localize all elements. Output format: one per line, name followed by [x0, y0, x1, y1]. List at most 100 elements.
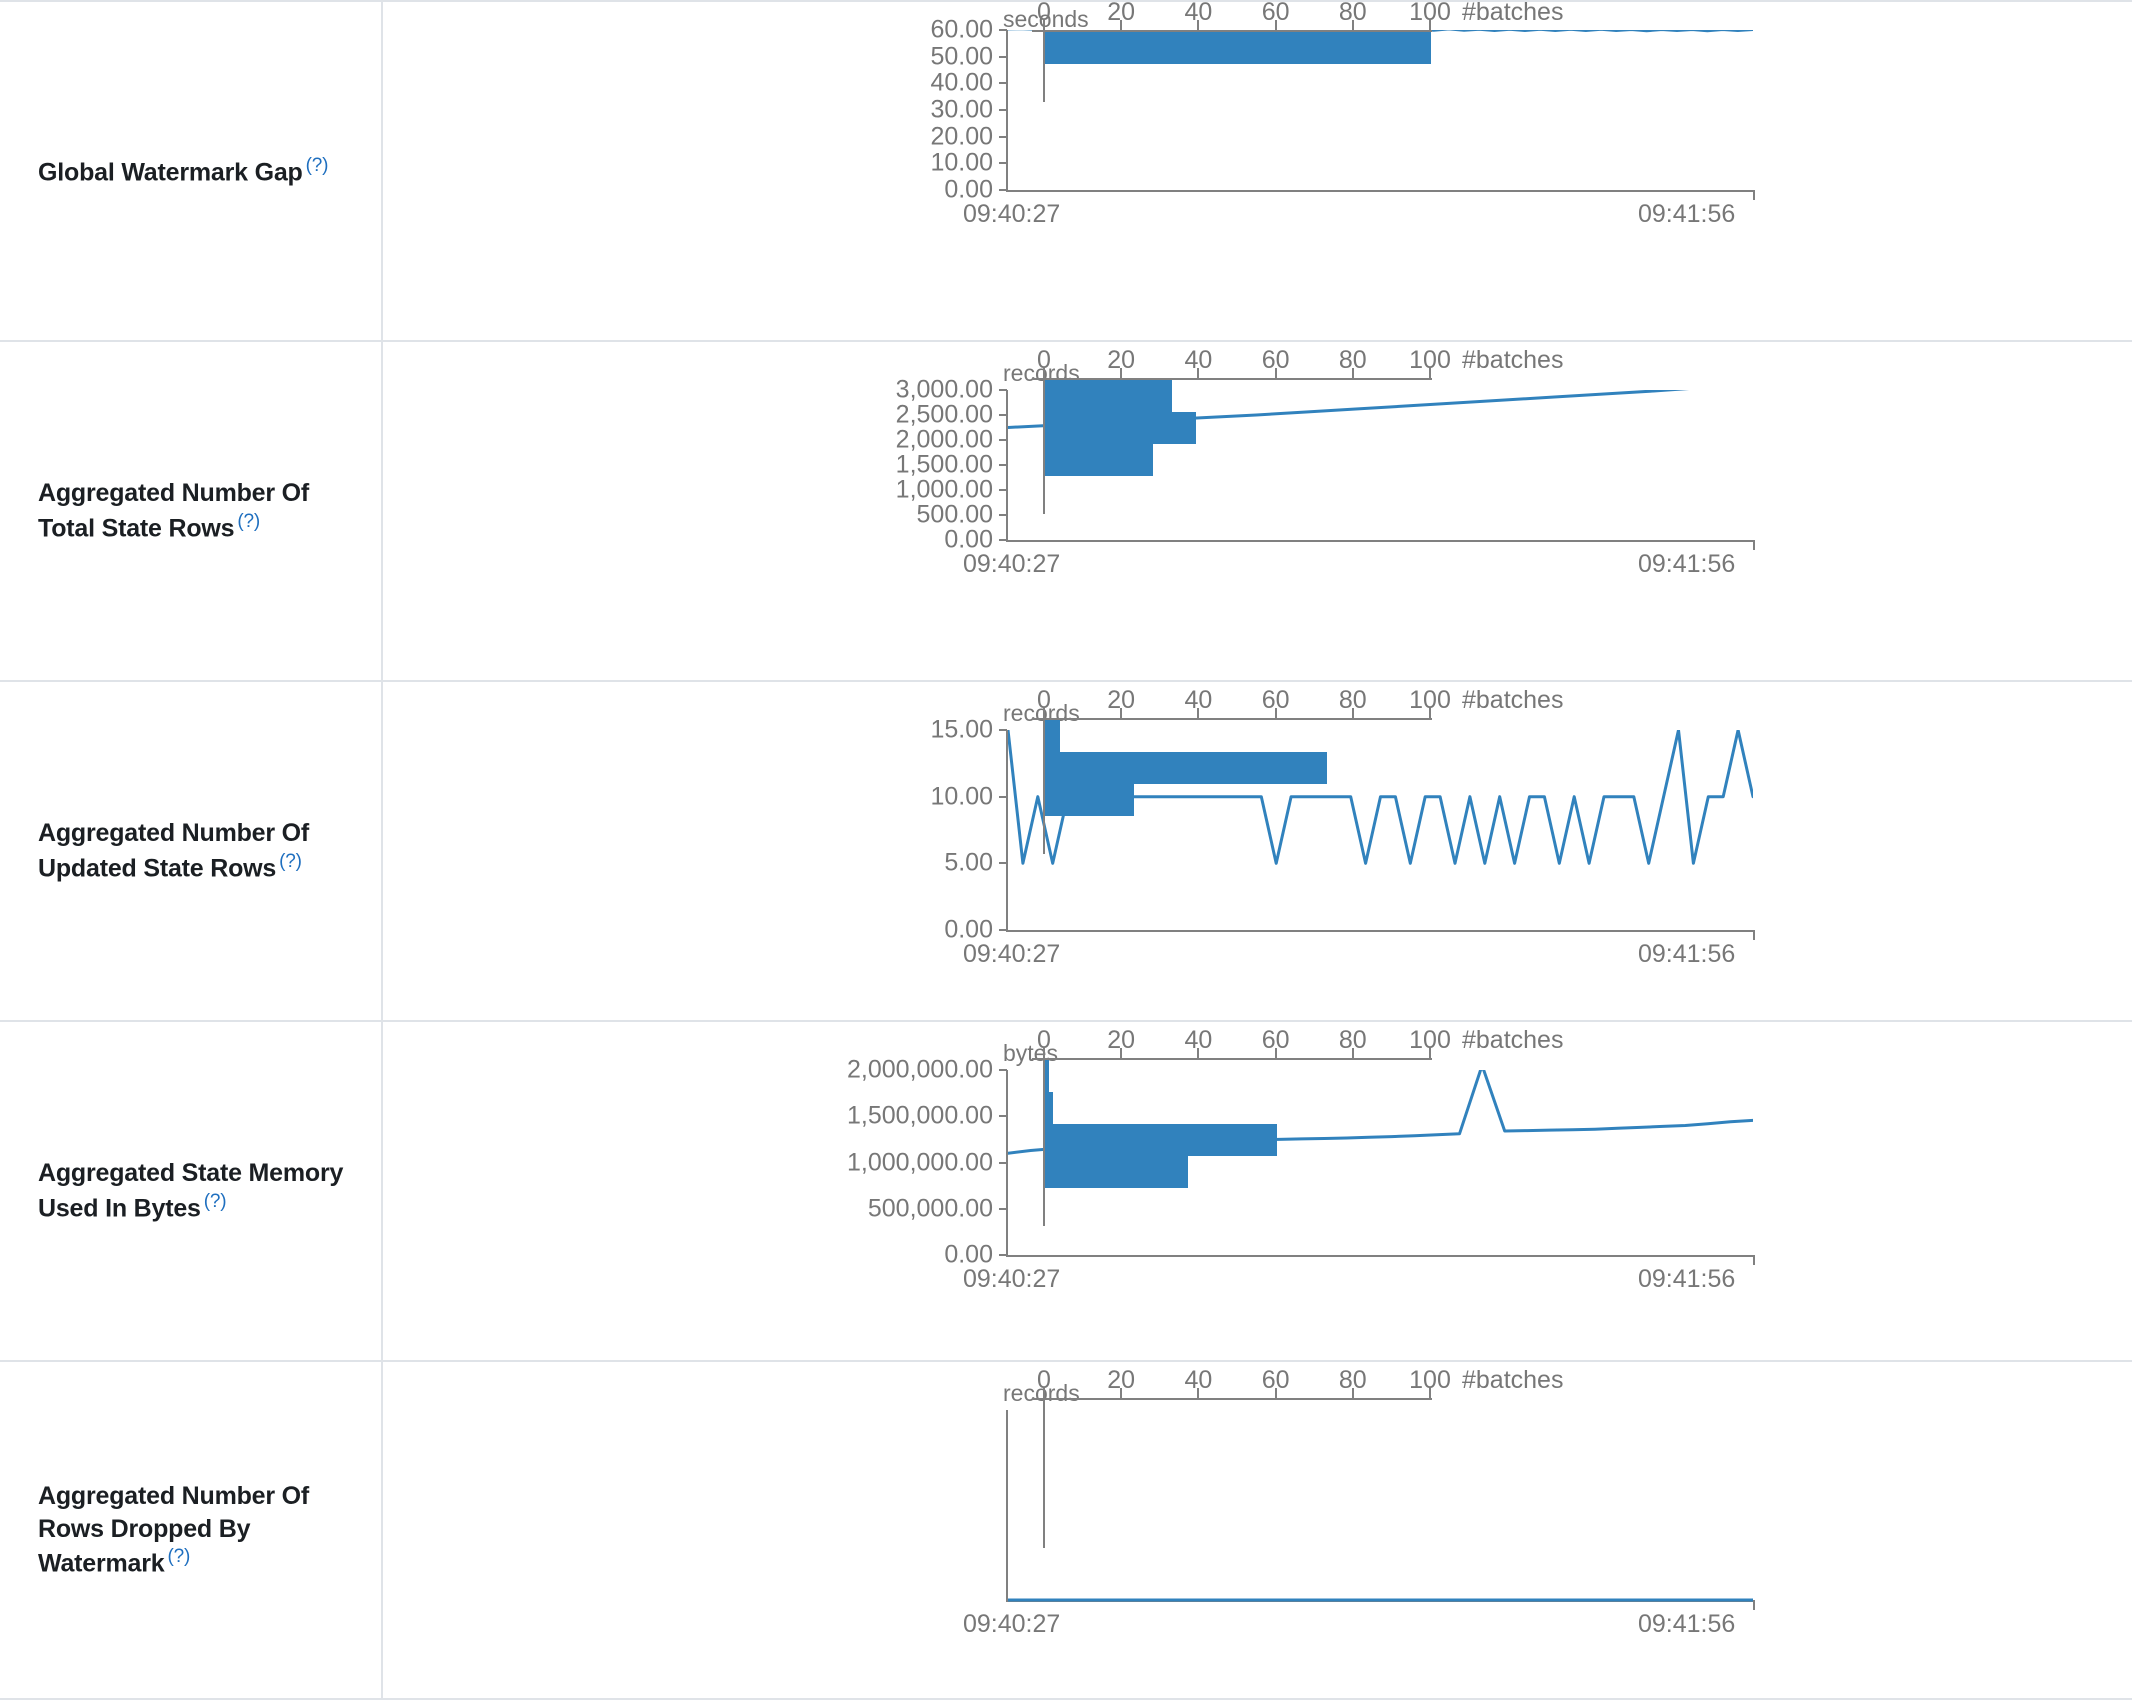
timeline-y-tick: 50.00	[930, 42, 993, 71]
timeline-x-tick-start: 09:40:27	[963, 1610, 1061, 1638]
timeline-chart[interactable]: records 3,000.00 2,500.00 2,000.00 1,500.00 1…	[383, 342, 1755, 680]
batch-histogram[interactable]: 0 20 40 60 80 100 #batches	[1032, 1026, 1664, 1360]
histogram-y-axis	[1043, 718, 1045, 854]
timeline-y-tick: 500,000.00	[867, 1194, 993, 1223]
timeline-chart[interactable]: seconds 60.00 50.00 40.00 30.00 20.00 10.00 0.0…	[383, 2, 1755, 340]
metric-title: Aggregated Number Of Updated State Rows(…	[38, 817, 355, 884]
histogram-bar	[1045, 752, 1327, 784]
timeline-y-tick: 1,500.00	[895, 450, 993, 479]
metric-charts-cell: records 15.00 10.00 5.00 0.00 09:40:27 09:41:5…	[382, 681, 2132, 1021]
timeline-y-tickmark	[999, 795, 1007, 798]
timeline-y-tick: 1,000.00	[895, 475, 993, 504]
metric-title-text: Aggregated State Memory Used In Bytes	[38, 1159, 344, 1223]
timeline-chart[interactable]: bytes 2,000,000.00 1,500,000.00 1,000,000.0…	[383, 1022, 1755, 1360]
histogram-tickmark	[1043, 1388, 1045, 1400]
metric-label-cell: Aggregated State Memory Used In Bytes (?)	[0, 1021, 383, 1361]
metric-title-text: Aggregated Number Of Rows Dropped By Wat…	[38, 1482, 310, 1578]
histogram-tickmark	[1274, 368, 1277, 380]
batch-histogram[interactable]: 0 20 40 60 80 100 #batches	[1032, 1366, 1664, 1698]
timeline-y-tickmark	[999, 464, 1007, 466]
timeline-y-tick: 1,000,000.00	[847, 1148, 993, 1176]
timeline-y-tickmark	[999, 539, 1007, 541]
timeline-y-tick: 40.00	[930, 68, 993, 97]
metric-title-text: Aggregated Number Of Total State Rows	[38, 479, 310, 543]
help-icon[interactable]: (?)	[237, 510, 260, 532]
row-charts: records 3,000.00 2,500.00 2,000.00 1,500.00 1…	[383, 342, 2131, 680]
histogram-bar	[1045, 444, 1154, 476]
histogram-bar	[1045, 784, 1134, 816]
histogram-tickmark	[1120, 1048, 1123, 1060]
histogram-tickmark	[1274, 1388, 1277, 1400]
help-icon[interactable]: (?)	[167, 1546, 191, 1568]
metric-row: Aggregated Number Of Rows Dropped By Wat…	[0, 1361, 2132, 1699]
histogram-tickmark	[1120, 1388, 1123, 1400]
timeline-y-tick: 2,000.00	[895, 425, 993, 454]
metric-charts-cell: bytes 2,000,000.00 1,500,000.00 1,000,000.0…	[382, 1021, 2132, 1361]
timeline-y-axis	[1006, 1070, 1008, 1255]
histogram-x-axis	[1032, 1058, 1432, 1060]
row-charts: seconds 60.00 50.00 40.00 30.00 20.00 10.00 0.0…	[383, 0, 2131, 340]
histogram-bar	[1045, 380, 1173, 412]
timeline-x-tick-end: 09:41:56	[1638, 550, 1736, 578]
timeline-y-tickmark	[999, 135, 1007, 138]
histogram-bar	[1045, 1156, 1188, 1188]
timeline-unit-label: records	[1003, 1380, 1080, 1406]
timeline-y-tick: 500.00	[916, 500, 993, 529]
metric-row: Aggregated Number Of Total State Rows (?)…	[0, 341, 2132, 681]
histogram-tickmark	[1120, 368, 1123, 380]
histogram-bar	[1045, 1124, 1277, 1156]
timeline-y-axis	[1006, 390, 1008, 540]
histogram-tickmark	[1429, 708, 1431, 720]
metric-row: Aggregated State Memory Used In Bytes (?)…	[0, 1021, 2132, 1361]
batch-histogram[interactable]: 0 20 40 60 80 100 #batches	[1032, 686, 1664, 1020]
timeline-y-tickmark	[999, 82, 1007, 85]
timeline-x-axis	[1006, 190, 1753, 192]
timeline-x-axis	[1006, 1255, 1753, 1257]
histogram-y-axis	[1043, 378, 1045, 514]
timeline-x-tick-end: 09:41:56	[1638, 200, 1736, 228]
batch-histogram[interactable]: 0 20 40 60 80 100 #batches	[1032, 346, 1664, 680]
timeline-chart[interactable]: records 15.00 10.00 5.00 0.00 09:40:27 09:41:5…	[383, 682, 1755, 1020]
histogram-x-axis	[1032, 378, 1432, 380]
histogram-x-tick: 0	[1037, 1026, 1051, 1054]
timeline-y-tickmark	[999, 929, 1007, 931]
histogram-tickmark	[1429, 1388, 1431, 1400]
histogram-tickmark	[1429, 1048, 1431, 1060]
help-icon[interactable]: (?)	[203, 1190, 227, 1212]
metric-charts-cell: records 3,000.00 2,500.00 2,000.00 1,500.00 1…	[382, 341, 2132, 681]
timeline-chart[interactable]: records 09:40:27 09:41:56	[383, 1362, 1755, 1698]
timeline-x-tick-start: 09:40:27	[963, 550, 1061, 578]
timeline-y-tick: 0.00	[944, 915, 993, 944]
timeline-y-tickmark	[999, 29, 1007, 31]
batch-histogram[interactable]: 0 20 40 60 80 100 #batches	[1032, 0, 1664, 340]
metric-title: Aggregated Number Of Rows Dropped By Wat…	[38, 1480, 355, 1580]
help-icon[interactable]: (?)	[279, 850, 302, 872]
histogram-tickmark	[1351, 368, 1354, 380]
timeline-y-tickmark	[999, 489, 1007, 491]
metric-title: Aggregated Number Of Total State Rows (?)	[38, 477, 355, 544]
timeline-x-tick-start: 09:40:27	[963, 1265, 1061, 1293]
timeline-y-tick: 10.00	[930, 148, 993, 177]
timeline-y-tick: 60.00	[930, 15, 993, 44]
histogram-bar	[1045, 1060, 1049, 1092]
histogram-tickmark	[1197, 20, 1200, 32]
metric-title: Global Watermark Gap (?)	[38, 154, 355, 189]
timeline-y-tick: 3,000.00	[895, 375, 993, 404]
histogram-y-axis	[1043, 30, 1045, 102]
histogram-tickmark	[1274, 708, 1277, 720]
help-icon[interactable]: (?)	[305, 154, 329, 176]
histogram-tickmark	[1274, 1048, 1277, 1060]
metric-row: Aggregated Number Of Updated State Rows(…	[0, 681, 2132, 1021]
timeline-y-tickmark	[999, 162, 1007, 165]
histogram-y-axis	[1043, 1058, 1045, 1226]
histogram-tickmark	[1120, 708, 1123, 720]
timeline-y-tick: 0.00	[944, 1240, 993, 1269]
timeline-series	[1008, 1410, 1753, 1602]
histogram-tickmark	[1043, 708, 1045, 720]
timeline-y-tickmark	[999, 1207, 1007, 1210]
histogram-x-axis	[1032, 718, 1432, 720]
timeline-y-tickmark	[999, 414, 1007, 416]
timeline-x-axis-endcap	[1753, 1255, 1755, 1265]
timeline-x-axis	[1006, 930, 1753, 932]
